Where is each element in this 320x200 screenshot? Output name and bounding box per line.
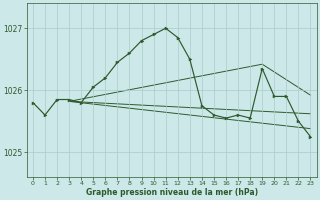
X-axis label: Graphe pression niveau de la mer (hPa): Graphe pression niveau de la mer (hPa) (86, 188, 258, 197)
